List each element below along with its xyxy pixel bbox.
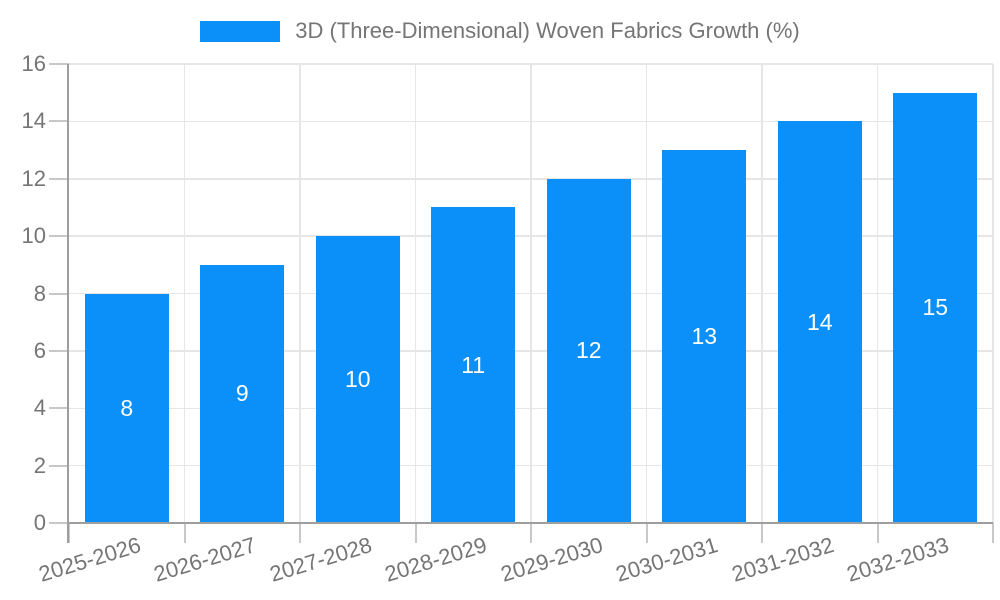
y-tick-label: 16 bbox=[21, 51, 46, 76]
x-tick-label: 2026-2027 bbox=[151, 532, 259, 587]
bar-value-label: 12 bbox=[575, 337, 602, 364]
bar-value-label: 15 bbox=[922, 294, 949, 321]
x-axis-line bbox=[69, 522, 993, 524]
x-axis-tick bbox=[645, 523, 648, 543]
bar: 15 bbox=[893, 92, 978, 523]
gridline-vertical bbox=[876, 64, 879, 523]
gridline-vertical bbox=[992, 64, 994, 523]
x-tick-label: 2030-2031 bbox=[613, 532, 721, 587]
bar: 10 bbox=[315, 236, 400, 523]
x-axis-tick bbox=[876, 523, 879, 543]
y-tick-label: 4 bbox=[33, 395, 46, 421]
x-axis-tick bbox=[183, 523, 186, 543]
legend-swatch bbox=[200, 20, 281, 42]
y-axis-tick bbox=[49, 177, 69, 180]
gridline-vertical bbox=[761, 64, 763, 523]
x-axis-tick bbox=[761, 523, 763, 543]
bar: 9 bbox=[200, 264, 285, 523]
y-axis-tick bbox=[49, 63, 69, 65]
y-axis-tick bbox=[49, 464, 69, 467]
x-axis-tick bbox=[68, 523, 70, 543]
bar: 12 bbox=[546, 178, 631, 523]
y-tick-label: 0 bbox=[33, 510, 46, 535]
gridline-vertical bbox=[299, 64, 301, 523]
bar-value-label: 14 bbox=[806, 308, 833, 335]
x-axis-tick bbox=[299, 523, 301, 543]
y-axis-tick bbox=[49, 407, 69, 410]
y-axis-tick bbox=[49, 235, 69, 238]
bar-value-label: 8 bbox=[120, 394, 134, 421]
y-tick-label: 6 bbox=[33, 337, 46, 363]
bar-value-label: 9 bbox=[235, 380, 249, 407]
gridline-vertical bbox=[530, 64, 532, 523]
y-axis-line bbox=[67, 64, 69, 543]
y-tick-label: 10 bbox=[21, 223, 46, 249]
y-tick-label: 2 bbox=[33, 452, 46, 478]
y-tick-label: 8 bbox=[33, 280, 46, 306]
legend-label: 3D (Three-Dimensional) Woven Fabrics Gro… bbox=[295, 18, 800, 43]
x-tick-label: 2031-2032 bbox=[728, 532, 837, 587]
bar-value-label: 11 bbox=[461, 351, 486, 378]
bar: 11 bbox=[431, 207, 516, 523]
x-tick-label: 2029-2030 bbox=[497, 532, 606, 587]
y-axis-tick bbox=[49, 120, 69, 123]
y-tick-label: 14 bbox=[21, 108, 46, 134]
legend-item[interactable]: 3D (Three-Dimensional) Woven Fabrics Gro… bbox=[200, 20, 800, 42]
bar: 13 bbox=[662, 150, 747, 523]
x-tick-label: 2028-2029 bbox=[382, 532, 490, 587]
gridline-vertical bbox=[183, 64, 186, 523]
bar-value-label: 13 bbox=[691, 323, 718, 350]
y-axis-tick bbox=[49, 292, 69, 295]
gridline-vertical bbox=[645, 64, 648, 523]
x-tick-label: 2027-2028 bbox=[266, 532, 375, 587]
x-axis-tick bbox=[530, 523, 532, 543]
y-axis-tick bbox=[49, 522, 69, 524]
bar-value-label: 10 bbox=[344, 366, 371, 393]
y-tick-label: 12 bbox=[21, 165, 46, 191]
legend: 3D (Three-Dimensional) Woven Fabrics Gro… bbox=[0, 20, 1000, 42]
bar: 8 bbox=[84, 293, 169, 523]
y-axis-tick bbox=[49, 349, 69, 352]
x-axis-tick bbox=[992, 523, 994, 543]
bar: 14 bbox=[777, 121, 862, 523]
x-tick-label: 2032-2033 bbox=[844, 532, 952, 587]
gridline-vertical bbox=[414, 64, 417, 523]
x-axis-tick bbox=[414, 523, 417, 543]
x-tick-label: 2025-2026 bbox=[35, 532, 144, 587]
